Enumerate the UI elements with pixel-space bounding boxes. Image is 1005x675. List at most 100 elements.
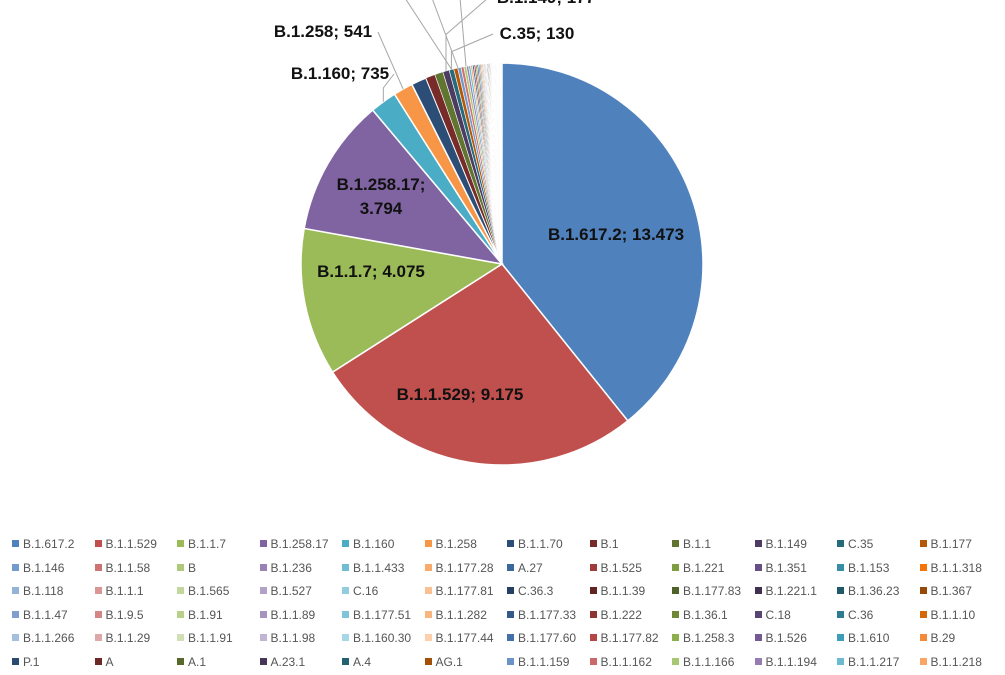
legend-label: B.1 [600,537,619,551]
legend-item-a-23-1: A.23.1 [259,654,306,670]
legend-label: A.4 [353,654,372,669]
legend-label: B.1.1.98 [270,631,316,645]
legend-item-ag-1: AG.1 [424,654,463,670]
legend-label: A.23.1 [270,654,306,669]
legend-label: C.18 [765,607,791,622]
legend-swatch [754,540,762,547]
pie-slices [300,62,704,466]
legend-item-b-1-258: B.1.258 [424,536,477,552]
legend-item-b-1-1-162: B.1.1.162 [589,654,652,670]
legend-swatch [589,540,597,547]
legend-item-b-1-177-82: B.1.177.82 [589,630,659,646]
legend-label: B.1.1.218 [930,654,982,669]
leader-lines [377,0,494,102]
legend-item-b-1-351: B.1.351 [754,560,807,576]
legend-swatch [672,634,679,641]
legend-item-b-1-160-30: B.1.160.30 [342,630,411,646]
legend-swatch [672,657,679,665]
legend-label: B.1.160 [353,537,395,551]
legend-item-b-1-177: B.1.177 [919,536,972,552]
legend-label: B [188,560,197,575]
legend-label: B.1.160.30 [353,631,412,645]
legend-label: B.1.1.162 [600,654,652,669]
legend-label: B.1.221 [683,560,725,575]
legend-swatch [94,634,102,641]
legend-label: B.1.177 [930,537,972,551]
leader-line-b-1-258 [377,31,404,90]
legend-swatch [259,634,267,641]
legend-swatch [754,587,762,594]
legend-swatch [754,657,762,665]
legend-label: C.35 [848,537,874,551]
legend-label: B.1.177.44 [435,631,494,645]
data-label-c-35: C.35; 130 [500,24,575,43]
legend-swatch [94,563,102,571]
legend-item-b-1-1-58: B.1.1.58 [94,560,151,576]
legend-item-b-1-9-5: B.1.9.5 [94,607,144,623]
legend-label: B.1.36.23 [848,584,900,598]
legend-swatch [837,540,844,547]
legend-label: B.1.258.17 [270,537,329,551]
legend-item-b-1-1-159: B.1.1.159 [507,654,569,670]
legend-item-b-1-177-60: B.1.177.60 [507,630,576,646]
legend-swatch [837,587,844,594]
legend-item-a-27: A.27 [507,560,543,576]
legend-label: B.1.565 [188,584,230,598]
legend-item-b-1-177-81: B.1.177.81 [424,583,494,599]
legend-label: B.1.9.5 [105,607,144,622]
data-label-b-1-258: B.1.258; 541 [274,22,372,41]
legend-item-b-1-153: B.1.153 [837,560,889,576]
legend-item-b-1-1-282: B.1.1.282 [424,607,487,623]
legend-label: B.1.1.70 [518,537,563,551]
legend-label: B.1.1.217 [848,654,900,669]
legend-item-b-1-36-1: B.1.36.1 [672,607,728,623]
legend-swatch [12,540,19,547]
legend-swatch [837,634,844,641]
legend-item-c-18: C.18 [754,607,791,623]
legend-swatch [342,540,349,547]
legend-swatch [12,610,19,618]
legend-swatch [424,540,432,547]
legend-item-b-1-1-98: B.1.1.98 [259,630,316,646]
legend-label: B.29 [930,631,956,645]
legend-swatch [507,563,514,571]
legend-label: B.1.367 [930,584,972,598]
legend-label: B.1.1.58 [105,560,151,575]
legend-item-a-4: A.4 [342,654,371,670]
legend-label: B.1.149 [765,537,807,551]
legend-swatch [177,634,184,641]
legend-item-b-1-177-33: B.1.177.33 [507,607,576,623]
legend-item-b-1-1-91: B.1.1.91 [177,630,233,646]
legend-label: B.1.617.2 [23,537,75,551]
legend-item-a: A [94,654,114,670]
legend-item-b-1-258-17: B.1.258.17 [259,536,329,552]
legend-item-b-1-177-51: B.1.177.51 [342,607,411,623]
legend-item-b-1-1-217: B.1.1.217 [837,654,899,670]
legend-swatch [424,563,432,571]
leader-line-small-1 [432,0,459,69]
legend-swatch [424,657,432,665]
legend-label: B.1.146 [23,560,65,575]
legend-swatch [94,657,102,665]
legend-swatch [424,610,432,618]
legend-label: B.1.177.51 [353,607,412,622]
legend-swatch [424,634,432,641]
data-labels: B.1.617.2; 13.473 B.1.1.529; 9.175 B.1.1.7… [274,0,684,404]
legend-label: AG.1 [435,654,463,669]
legend-swatch [507,657,514,665]
legend-item-b-1-1-39: B.1.1.39 [589,583,645,599]
legend-item-b-1-525: B.1.525 [589,560,642,576]
legend-label: B.1.1.318 [930,560,982,575]
legend-swatch [589,634,597,641]
legend-label: A.1 [188,654,207,669]
pie-slice-b-1-1-7 [300,227,505,374]
legend-swatch [589,587,597,594]
legend-swatch [259,540,267,547]
leader-line-c-35 [450,33,494,70]
legend-swatch [589,563,597,571]
legend-swatch [94,610,102,618]
legend-item-b-1-221: B.1.221 [672,560,724,576]
legend-swatch [342,610,349,618]
legend-swatch [754,563,762,571]
legend-swatch [342,634,349,641]
